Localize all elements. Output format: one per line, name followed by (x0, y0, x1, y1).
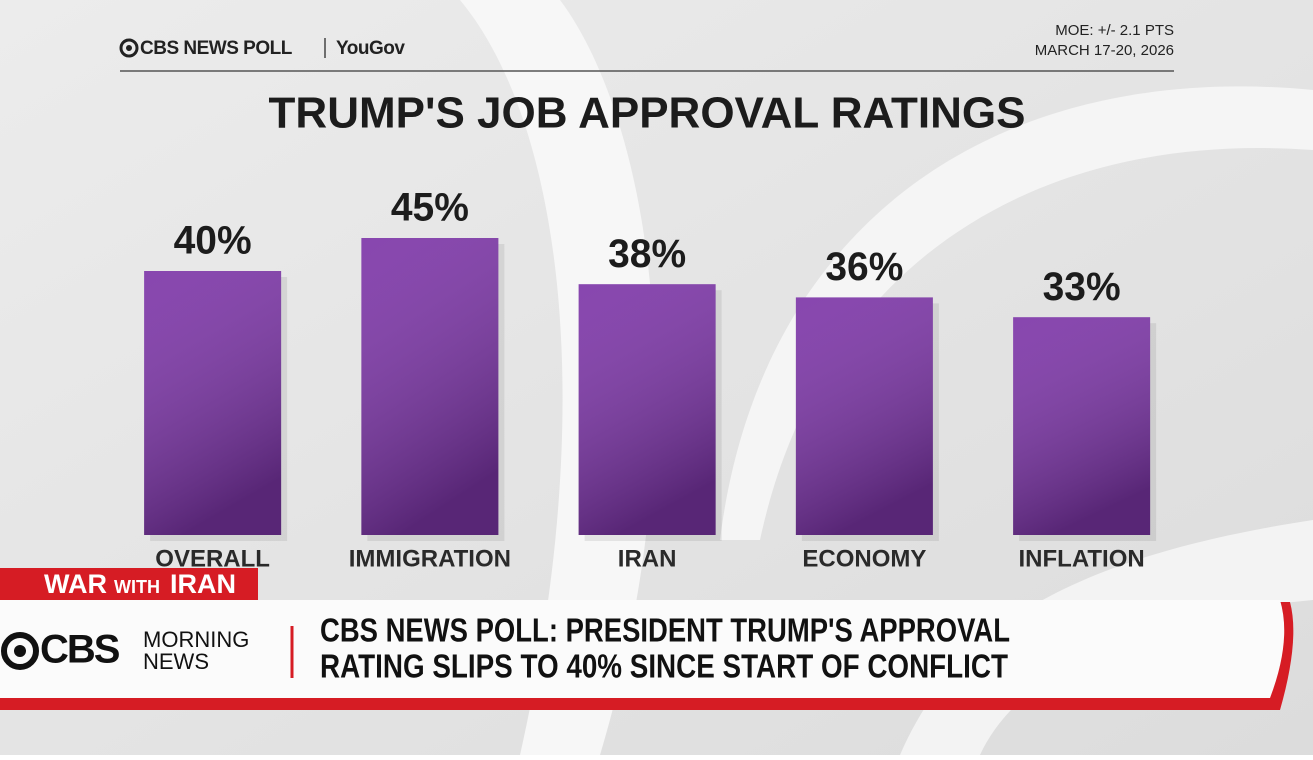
value-label: 36% (825, 245, 903, 289)
bar-shading (1013, 317, 1151, 535)
category-label: IMMIGRATION (349, 545, 511, 572)
poll-partner: YouGov (336, 38, 405, 59)
value-label: 40% (174, 219, 252, 263)
headline-line: CBS NEWS POLL: PRESIDENT TRUMP'S APPROVA… (320, 612, 1010, 649)
category-label: INFLATION (1019, 545, 1145, 572)
headline-line: RATING SLIPS TO 40% SINCE START OF CONFL… (320, 648, 1008, 685)
value-label: 38% (608, 232, 686, 276)
margin-of-error: MOE: +/- 2.1 PTS (1055, 22, 1174, 39)
tag-band (0, 568, 258, 602)
show-name: NEWS (143, 649, 209, 674)
tag-word: IRAN (170, 569, 236, 599)
cbs-eye (126, 45, 132, 51)
headline-band (0, 600, 1285, 698)
cbs-eye (119, 38, 139, 58)
bar-shading (144, 271, 282, 535)
tag-word: WITH (114, 577, 160, 597)
network-logo: CBS (40, 628, 120, 672)
category-label: OVERALL (155, 545, 270, 572)
poll-dates: MARCH 17-20, 2026 (1035, 42, 1174, 59)
bar-shading (795, 297, 933, 535)
value-label: 33% (1043, 265, 1121, 309)
chart-title: TRUMP'S JOB APPROVAL RATINGS (269, 89, 1026, 138)
bar-shading (361, 238, 499, 535)
chart: 40% OVERALL 45% IMMIGRATION 38% IRAN 36% ECONOM… (144, 186, 1157, 572)
cbs-eye (14, 645, 26, 657)
bar-shading (578, 284, 716, 535)
tag-word: WAR (44, 569, 107, 599)
show-name: MORNING (143, 627, 249, 652)
poll-source: CBS NEWS POLL (140, 38, 293, 59)
cbs-eye (1, 632, 39, 670)
category-label: ECONOMY (802, 545, 926, 572)
value-label: 45% (391, 186, 469, 230)
category-label: IRAN (618, 545, 677, 572)
swirl (460, 0, 656, 755)
